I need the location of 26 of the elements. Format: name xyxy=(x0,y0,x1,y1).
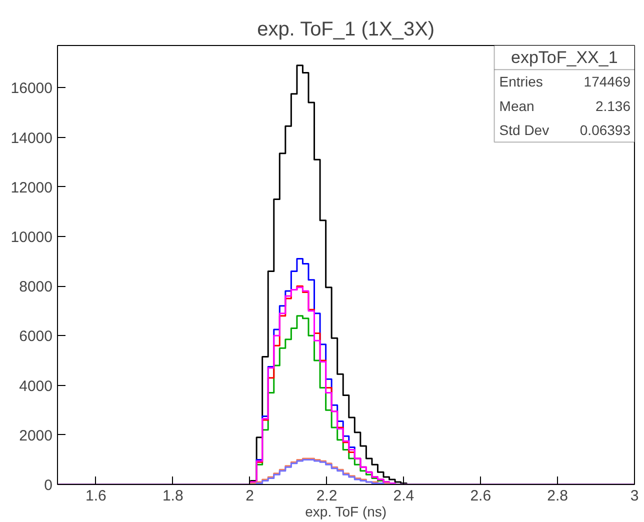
annotation: expToF_XX_1 xyxy=(511,48,618,68)
x-tick-label: 1.8 xyxy=(162,488,184,504)
x-tick-label: 2.4 xyxy=(393,488,414,504)
x-tick-label: 3 xyxy=(630,488,639,504)
y-tick-label: 10000 xyxy=(10,228,53,246)
y-tick-label: 12000 xyxy=(10,179,53,196)
x-tick-label: 2 xyxy=(246,488,254,504)
y-tick-label: 8000 xyxy=(19,278,53,296)
x-tick-label: 2.6 xyxy=(470,488,492,504)
y-tick-label: 2000 xyxy=(19,427,53,444)
chart-title: exp. ToF_1 (1X_3X) xyxy=(257,18,435,40)
annotation: 0.06393 xyxy=(580,122,631,138)
y-tick-label: 14000 xyxy=(10,130,53,147)
y-tick-label: 0 xyxy=(44,477,52,494)
annotation: Mean xyxy=(499,98,534,114)
y-tick-label: 4000 xyxy=(19,378,53,395)
x-tick-label: 2.2 xyxy=(316,488,338,504)
y-tick-label: 16000 xyxy=(10,80,53,98)
x-tick-label: 2.8 xyxy=(547,488,568,504)
x-tick-label: 1.6 xyxy=(86,488,106,504)
y-tick-label: 6000 xyxy=(19,328,53,346)
annotation: 2.136 xyxy=(595,98,631,114)
x-axis-title: exp. ToF (ns) xyxy=(305,504,387,520)
annotation: 174469 xyxy=(584,74,631,90)
annotation: Std Dev xyxy=(499,122,550,138)
annotation: Entries xyxy=(499,74,543,90)
